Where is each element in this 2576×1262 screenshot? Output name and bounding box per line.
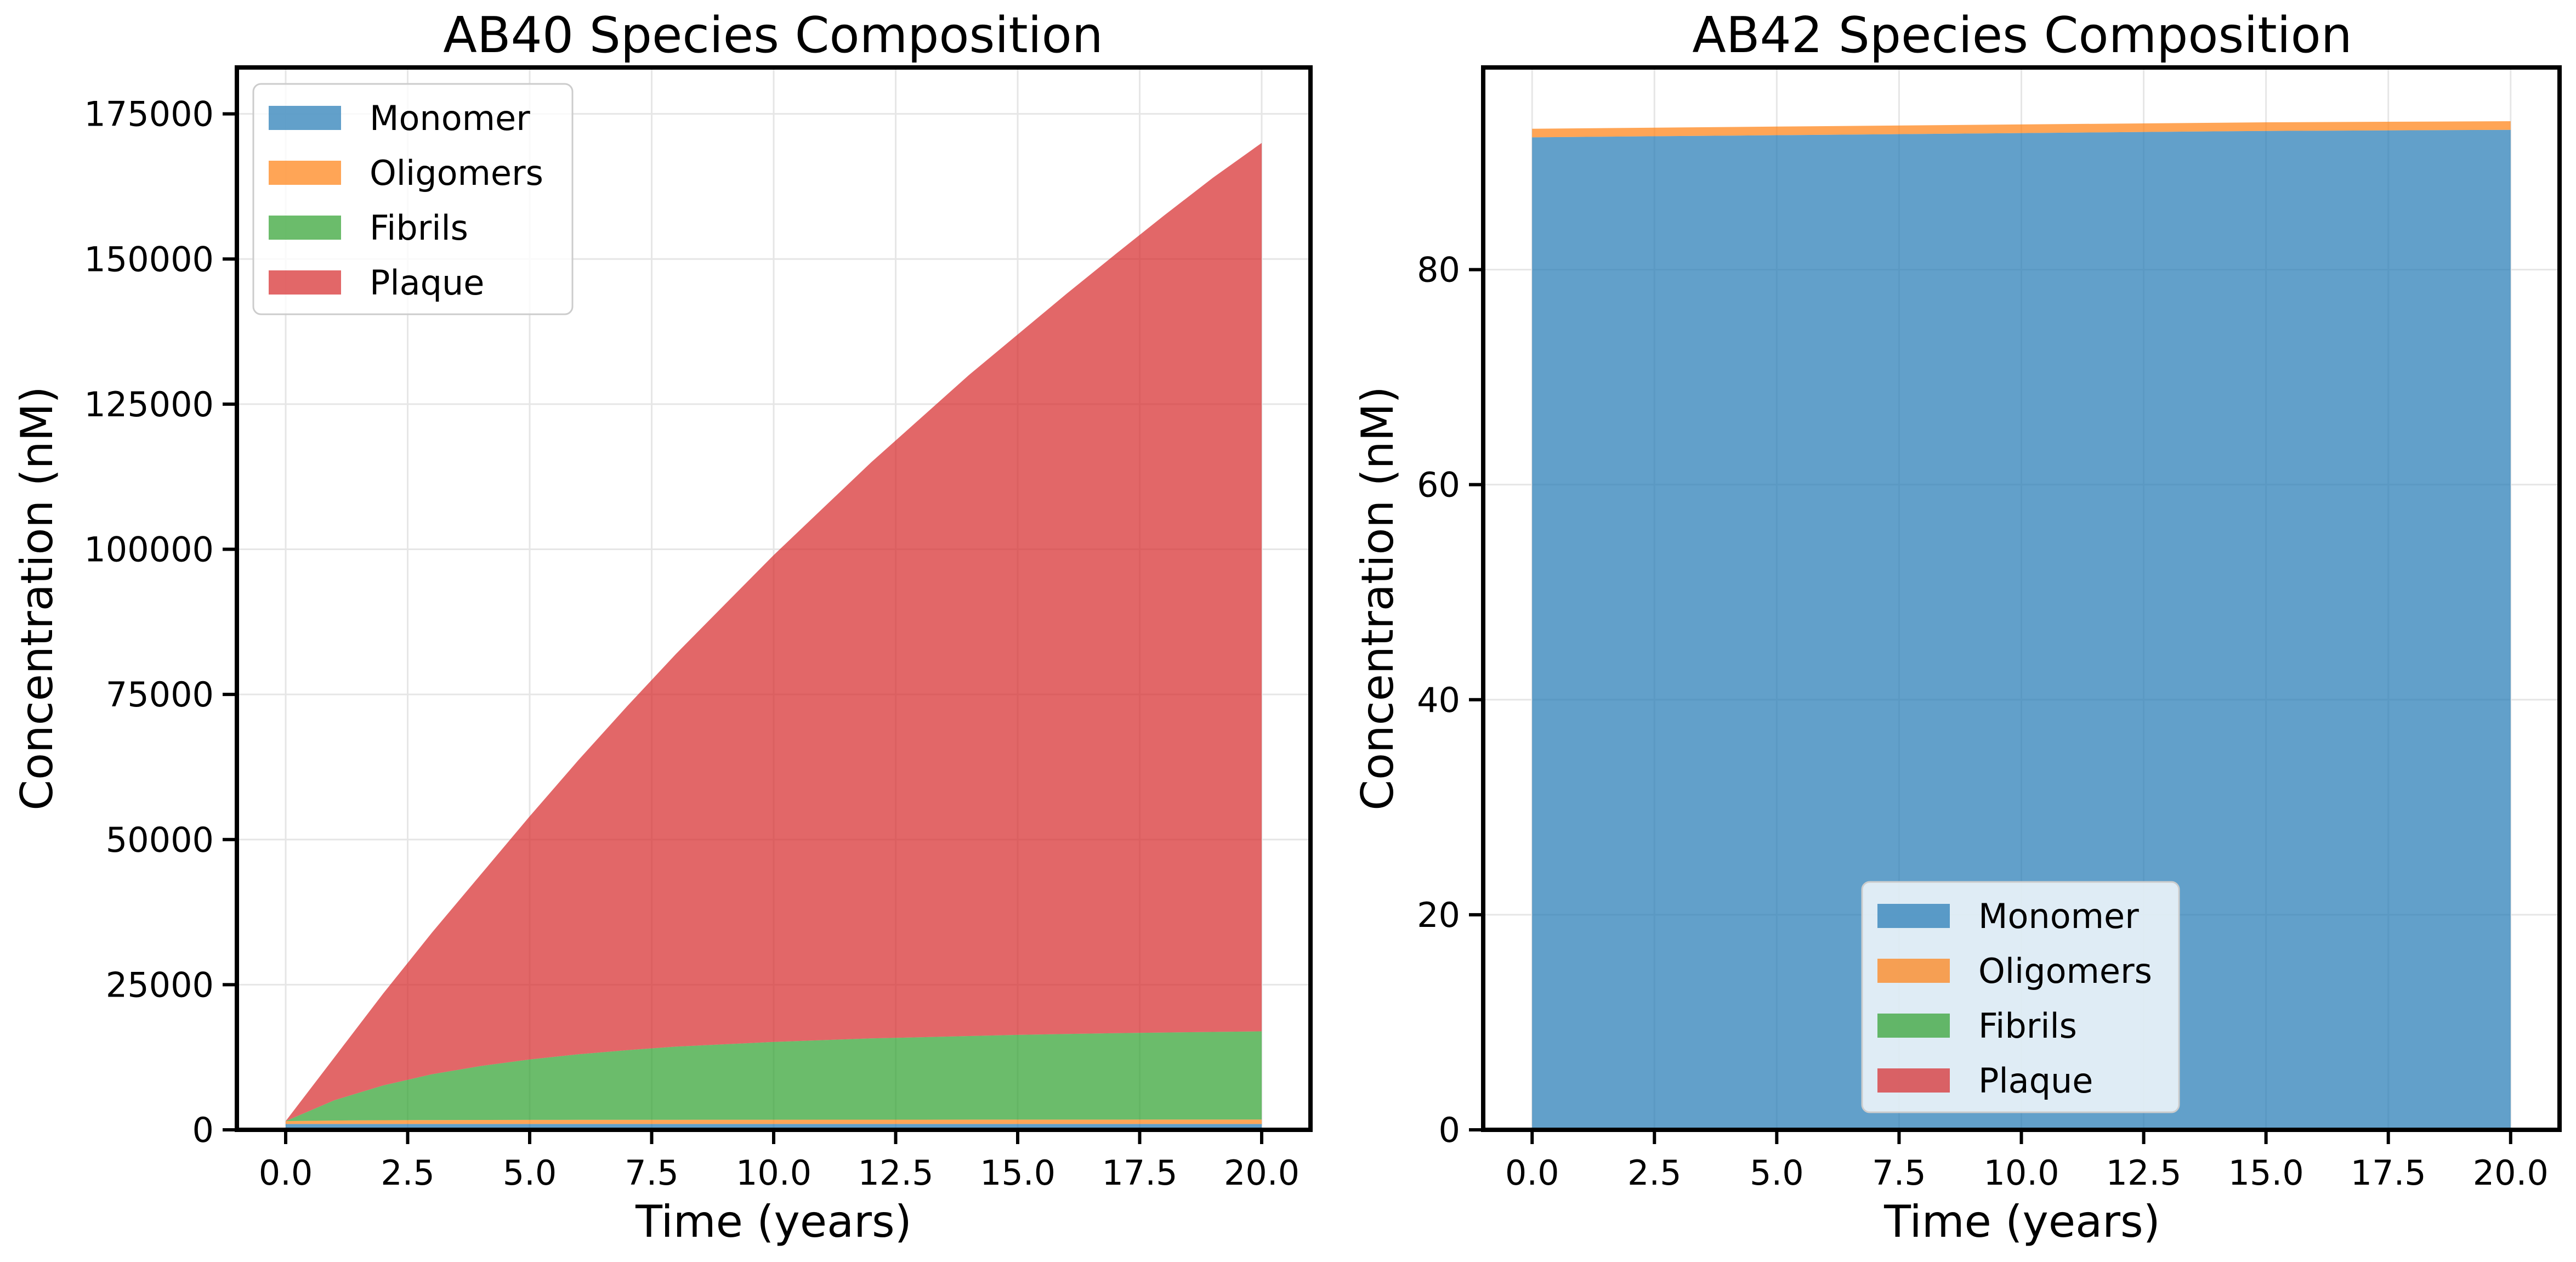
x-axis-label: Time (years) xyxy=(1883,1196,2160,1247)
legend-swatch-oligomers xyxy=(1877,959,1950,983)
legend: Monomer Oligomers Fibrils Plaque xyxy=(1861,881,2180,1113)
x-tick-label: 20.0 xyxy=(1224,1153,1300,1193)
area-plaque xyxy=(286,143,1262,1122)
y-axis-label: Concentration (nM) xyxy=(1352,386,1403,811)
legend-label: Fibrils xyxy=(1978,1006,2077,1046)
y-tick-label: 25000 xyxy=(106,965,214,1005)
legend-label: Oligomers xyxy=(1978,951,2152,991)
legend-swatch-fibrils xyxy=(269,216,341,240)
legend-box xyxy=(252,83,574,315)
legend: Monomer Oligomers Fibrils Plaque xyxy=(252,83,574,315)
x-tick-label: 12.5 xyxy=(2106,1153,2182,1193)
y-tick-label: 50000 xyxy=(106,820,214,860)
legend-label: Plaque xyxy=(370,263,484,303)
x-tick-label: 5.0 xyxy=(503,1153,557,1193)
legend-swatch-monomer xyxy=(269,106,341,130)
plot-area xyxy=(1532,121,2511,1130)
x-tick-label: 2.5 xyxy=(381,1153,435,1193)
area-fibrils xyxy=(286,1031,1262,1122)
legend-swatch-oligomers xyxy=(269,161,341,185)
legend-swatch-plaque xyxy=(1877,1068,1950,1093)
legend-swatch-fibrils xyxy=(1877,1014,1950,1038)
y-axis: 0 25000 50000 75000 100000 125000 150000 175000 xyxy=(84,94,237,1150)
area-oligomers xyxy=(286,1119,1262,1124)
x-tick-label: 0.0 xyxy=(259,1153,313,1193)
x-tick-label: 17.5 xyxy=(2351,1153,2426,1193)
x-tick-label: 20.0 xyxy=(2473,1153,2549,1193)
chart-ab40: AB40 Species Composition 0.0 2.5 5.0 7.5 10.… xyxy=(12,7,1313,1247)
x-tick-label: 10.0 xyxy=(1983,1153,2059,1193)
y-tick-label: 80 xyxy=(1417,250,1460,290)
chart-ab42: AB42 Species Composition 0.0 2.5 5.0 7.5 10.… xyxy=(1352,7,2562,1247)
y-tick-label: 150000 xyxy=(84,239,214,279)
x-axis: 0.0 2.5 5.0 7.5 10.0 12.5 15.0 17.5 20.0 xyxy=(1505,1130,2549,1193)
y-tick-label: 175000 xyxy=(84,94,214,134)
legend-label: Monomer xyxy=(370,98,530,138)
x-axis-label: Time (years) xyxy=(635,1196,912,1247)
x-tick-label: 15.0 xyxy=(2228,1153,2304,1193)
chart-title: AB42 Species Composition xyxy=(1692,7,2352,64)
x-axis: 0.0 2.5 5.0 7.5 10.0 12.5 15.0 17.5 20.0 xyxy=(259,1130,1300,1193)
legend-label: Plaque xyxy=(1978,1061,2093,1101)
legend-label: Monomer xyxy=(1978,896,2139,936)
legend-label: Oligomers xyxy=(370,153,543,193)
chart-title: AB40 Species Composition xyxy=(443,7,1103,64)
legend-swatch-plaque xyxy=(269,270,341,295)
y-axis: 0 20 40 60 80 xyxy=(1417,250,1483,1150)
y-tick-label: 75000 xyxy=(106,675,214,715)
x-tick-label: 2.5 xyxy=(1627,1153,1682,1193)
x-tick-label: 0.0 xyxy=(1505,1153,1559,1193)
x-tick-label: 7.5 xyxy=(625,1153,679,1193)
y-tick-label: 60 xyxy=(1417,465,1460,505)
y-tick-label: 20 xyxy=(1417,895,1460,935)
x-tick-label: 7.5 xyxy=(1872,1153,1926,1193)
legend-box xyxy=(1861,881,2180,1113)
area-oligomers xyxy=(1532,121,2511,138)
legend-label: Fibrils xyxy=(370,208,468,248)
x-tick-label: 5.0 xyxy=(1750,1153,1804,1193)
x-tick-label: 15.0 xyxy=(980,1153,1056,1193)
y-tick-label: 40 xyxy=(1417,680,1460,720)
y-tick-label: 0 xyxy=(1439,1110,1460,1150)
y-axis-label: Concentration (nM) xyxy=(12,386,63,811)
x-tick-label: 10.0 xyxy=(736,1153,812,1193)
legend-swatch-monomer xyxy=(1877,904,1950,928)
y-tick-label: 100000 xyxy=(84,530,214,570)
y-tick-label: 125000 xyxy=(84,384,214,425)
y-tick-label: 0 xyxy=(192,1110,214,1150)
area-monomer xyxy=(1532,129,2511,1130)
x-tick-label: 12.5 xyxy=(858,1153,933,1193)
x-tick-label: 17.5 xyxy=(1102,1153,1177,1193)
